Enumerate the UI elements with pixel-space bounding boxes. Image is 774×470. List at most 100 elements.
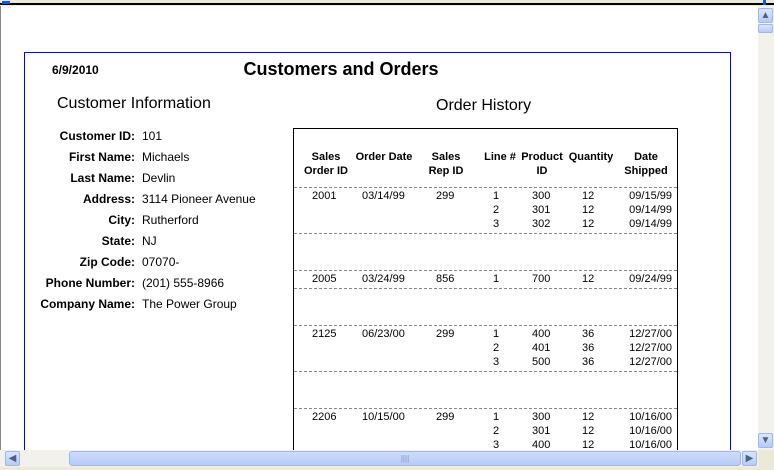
field-value: 07070- [142, 255, 180, 269]
field-label: State: [101, 234, 135, 248]
col-header-quantity: Quantity [568, 151, 614, 163]
product-id: 301 [532, 425, 551, 437]
quantity: 12 [582, 411, 595, 423]
col-header-product-id: Product ID [521, 151, 563, 177]
line-number: 1 [493, 273, 500, 285]
line-number: 2 [493, 425, 500, 437]
customer-field: Phone Number: (201) 555-8966 [25, 276, 725, 296]
window-indicator [763, 0, 766, 5]
col-header-line: Line # [484, 151, 516, 163]
quantity: 36 [582, 356, 595, 368]
report-page: 6/9/2010 Customers and Orders Customer I… [24, 52, 731, 450]
field-label: Customer ID: [59, 129, 135, 143]
customer-field: Company Name: The Power Group [25, 297, 725, 317]
order-group: 2001 03/14/99 299 1 300 12 09/15/99 2 301 12 09/14… [294, 187, 677, 234]
col-header-order-date: Order Date [355, 151, 413, 163]
sales-rep-id: 856 [436, 273, 455, 285]
quantity: 12 [582, 439, 595, 450]
field-label: City: [108, 213, 135, 227]
customer-field: City: Rutherford [25, 213, 725, 233]
date-shipped: 12/27/00 [629, 328, 672, 340]
col-header-sales-rep-id: Sales Rep ID [428, 151, 464, 177]
sales-order-id: 2206 [312, 411, 337, 423]
field-label: Phone Number: [45, 276, 135, 290]
order-date: 06/23/00 [362, 328, 405, 340]
table-row: 2206 10/15/00 299 1 300 12 10/16/00 [294, 410, 677, 424]
vertical-scroll-thumb[interactable] [758, 24, 773, 33]
order-history-table: Sales Order ID Order Date Sales Rep ID L… [293, 128, 678, 450]
field-label: Last Name: [70, 171, 135, 185]
line-number: 2 [493, 204, 500, 216]
order-history-heading: Order History [436, 97, 532, 114]
line-number: 3 [493, 439, 500, 450]
customer-info-heading: Customer Information [57, 95, 211, 112]
customer-field: Zip Code: 07070- [25, 255, 725, 275]
date-shipped: 10/16/00 [629, 411, 672, 423]
date-shipped: 12/27/00 [629, 356, 672, 368]
order-group: 2125 06/23/00 299 1 400 36 12/27/00 2 401 36 12/27… [294, 325, 677, 372]
table-row: 2 401 36 12/27/00 [294, 341, 677, 355]
customer-field: State: NJ [25, 234, 725, 254]
horizontal-scroll-thumb[interactable]: |||| [69, 451, 741, 466]
quantity: 36 [582, 342, 595, 354]
product-id: 700 [532, 273, 551, 285]
table-row: 2125 06/23/00 299 1 400 36 12/27/00 [294, 327, 677, 341]
date-shipped: 10/16/00 [629, 439, 672, 450]
field-value: The Power Group [142, 297, 237, 311]
product-id: 401 [532, 342, 551, 354]
col-header-sales-order-id: Sales Order ID [303, 151, 348, 177]
sales-order-id: 2001 [312, 190, 337, 202]
product-id: 302 [532, 218, 551, 230]
field-label: First Name: [68, 150, 135, 164]
order-group: 2005 03/24/99 856 1 700 12 09/24/99 [294, 270, 677, 289]
line-number: 2 [493, 342, 500, 354]
product-id: 400 [532, 328, 551, 340]
report-viewport: 6/9/2010 Customers and Orders Customer I… [0, 6, 758, 450]
line-number: 1 [493, 411, 500, 423]
date-shipped: 09/14/99 [629, 218, 672, 230]
customer-field: Address: 3114 Pioneer Avenue [25, 192, 725, 212]
field-value: 101 [142, 129, 163, 143]
quantity: 12 [582, 204, 595, 216]
date-shipped: 10/16/00 [629, 425, 672, 437]
line-number: 1 [493, 190, 500, 202]
horizontal-scrollbar[interactable]: ◀ |||| ▶ [0, 450, 758, 467]
date-shipped: 12/27/00 [629, 342, 672, 354]
table-row: 2005 03/24/99 856 1 700 12 09/24/99 [294, 272, 677, 286]
table-row: 3 500 36 12/27/00 [294, 355, 677, 369]
scroll-left-icon[interactable]: ◀ [5, 451, 20, 466]
field-label: Zip Code: [79, 255, 135, 269]
sales-order-id: 2125 [312, 328, 337, 340]
sales-rep-id: 299 [436, 328, 455, 340]
customer-field: Last Name: Devlin [25, 171, 725, 191]
order-group: 2206 10/15/00 299 1 300 12 10/16/00 2 301 12 10/16… [294, 408, 677, 450]
line-number: 3 [493, 218, 500, 230]
quantity: 12 [582, 425, 595, 437]
order-date: 10/15/00 [362, 411, 405, 423]
table-row: 2001 03/14/99 299 1 300 12 09/15/99 [294, 189, 677, 203]
product-id: 500 [532, 356, 551, 368]
window-indicator [2, 1, 10, 4]
quantity: 12 [582, 273, 595, 285]
line-number: 3 [493, 356, 500, 368]
customer-field: Customer ID: 101 [25, 129, 725, 149]
quantity: 12 [582, 218, 595, 230]
quantity: 12 [582, 190, 595, 202]
scroll-down-icon[interactable]: ▼ [758, 433, 773, 448]
table-row: 3 400 12 10/16/00 [294, 438, 677, 450]
product-id: 301 [532, 204, 551, 216]
date-shipped: 09/24/99 [629, 273, 672, 285]
sales-order-id: 2005 [312, 273, 337, 285]
sales-rep-id: 299 [436, 411, 455, 423]
product-id: 400 [532, 439, 551, 450]
table-row: 2 301 12 10/16/00 [294, 424, 677, 438]
quantity: 36 [582, 328, 595, 340]
report-title: Customers and Orders [243, 59, 439, 79]
scroll-right-icon[interactable]: ▶ [742, 451, 757, 466]
vertical-scrollbar[interactable]: ▲ ▼ [758, 6, 774, 450]
date-shipped: 09/15/99 [629, 190, 672, 202]
line-number: 1 [493, 328, 500, 340]
field-label: Company Name: [40, 297, 135, 311]
scroll-up-icon[interactable]: ▲ [758, 8, 773, 23]
field-value: 3114 Pioneer Avenue [142, 192, 256, 206]
